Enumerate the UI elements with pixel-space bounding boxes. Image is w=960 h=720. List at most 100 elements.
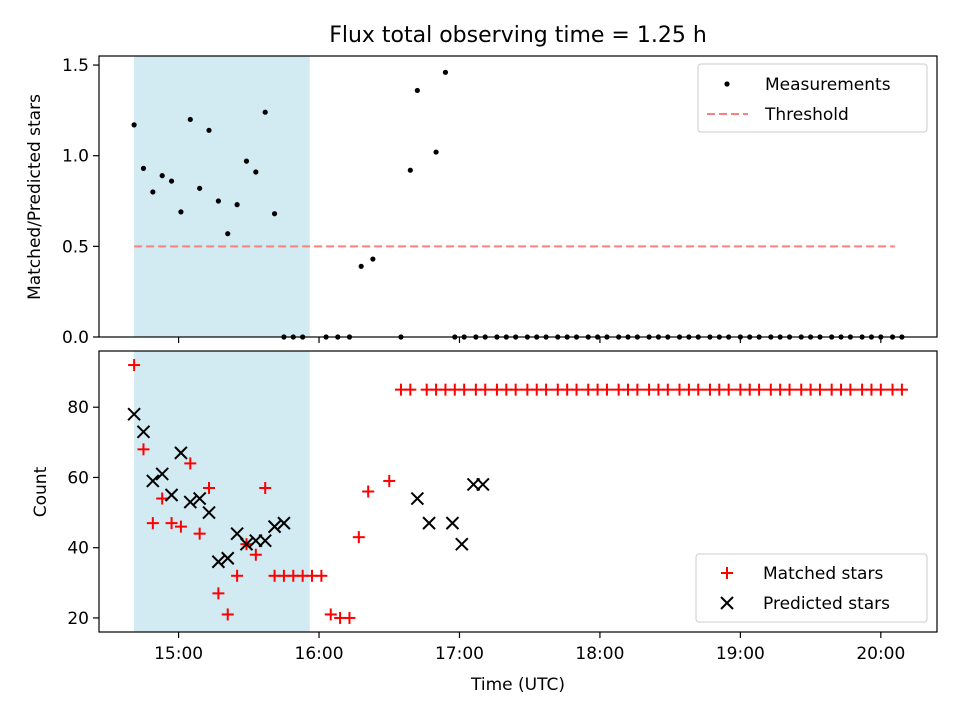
matched-star-marker <box>231 569 244 582</box>
ratio-y-tick-label: 1.0 <box>62 147 89 167</box>
matched-star-marker <box>352 531 365 544</box>
predicted-star-marker <box>183 495 197 509</box>
measurement-point <box>243 158 250 164</box>
measurement-point <box>168 178 175 184</box>
legend-measurements-label: Measurements <box>765 75 891 95</box>
ratio-y-tick-label: 0.5 <box>62 237 89 257</box>
matched-star-marker <box>692 383 705 396</box>
measurement-point <box>407 167 413 173</box>
legend-matched-label: Matched stars <box>763 564 883 584</box>
matched-star-marker <box>813 383 826 396</box>
measurement-point <box>433 149 439 155</box>
matched-star-marker <box>174 520 187 533</box>
x-tick-label: 15:00 <box>154 644 203 664</box>
matched-star-marker <box>783 383 796 396</box>
predicted-star-marker <box>422 516 436 530</box>
matched-star-marker <box>156 492 169 505</box>
ratio-shaded-region <box>134 56 310 337</box>
measurement-point <box>187 116 193 123</box>
matched-star-marker <box>570 383 583 396</box>
predicted-star-marker <box>211 555 226 569</box>
matched-star-marker <box>203 481 216 494</box>
matched-star-marker <box>479 383 492 396</box>
matched-star-marker <box>193 527 206 540</box>
measurement-point <box>271 211 278 217</box>
matched-star-marker <box>249 548 262 561</box>
measurement-point <box>442 69 449 75</box>
x-tick-label: 20:00 <box>856 644 905 664</box>
ratio-legend: Measurements Threshold <box>697 63 928 133</box>
count-shaded-region <box>134 351 310 632</box>
predicted-star-marker <box>277 516 291 530</box>
ratio-y-tick-label: 0.0 <box>62 328 89 348</box>
count-y-tick-label: 60 <box>67 468 89 488</box>
measurement-point <box>159 173 165 179</box>
ratio-legend-box <box>697 63 928 133</box>
measurement-point <box>178 209 184 215</box>
matched-star-marker <box>600 383 613 396</box>
matched-star-marker <box>128 359 141 372</box>
measurement-point <box>140 165 147 171</box>
legend-predicted-label: Predicted stars <box>763 594 890 614</box>
measurement-point <box>414 87 420 94</box>
count-legend-box <box>695 553 928 623</box>
matched-star-marker <box>315 569 328 582</box>
legend-threshold-label: Threshold <box>764 105 849 125</box>
predicted-star-marker <box>445 516 460 530</box>
measurement-point <box>358 263 364 269</box>
predicted-star-marker <box>221 551 235 565</box>
matched-star-marker <box>137 443 150 456</box>
measurement-point <box>131 122 137 128</box>
matched-star-marker <box>343 611 356 624</box>
legend-measurement-marker <box>724 81 730 87</box>
predicted-star-marker <box>136 425 151 439</box>
x-tick-label: 18:00 <box>575 644 624 664</box>
predicted-star-marker <box>239 537 254 551</box>
predicted-star-marker <box>155 467 169 481</box>
matched-star-marker <box>722 383 735 396</box>
x-tick-label: 16:00 <box>295 644 344 664</box>
matched-star-marker <box>540 383 553 396</box>
matched-star-marker <box>324 608 337 621</box>
predicted-star-marker <box>174 446 188 460</box>
predicted-star-marker <box>455 537 469 551</box>
count-y-tick-label: 80 <box>67 398 89 418</box>
matched-star-marker <box>383 474 396 487</box>
measurement-point <box>370 256 376 262</box>
measurement-point <box>262 109 268 115</box>
predicted-star-marker <box>192 491 207 506</box>
count-y-tick-label: 40 <box>67 539 89 559</box>
matched-star-marker <box>753 383 766 396</box>
matched-star-marker <box>146 517 159 530</box>
matched-star-marker <box>661 383 674 396</box>
count-plot-frame <box>98 350 938 633</box>
predicted-star-marker <box>164 488 179 502</box>
x-tick-label: 19:00 <box>716 644 765 664</box>
legend-matched-marker <box>721 567 733 579</box>
count-y-tick-label: 20 <box>67 609 89 629</box>
legend-predicted-marker <box>720 596 734 610</box>
predicted-star-marker <box>146 474 160 488</box>
measurement-point <box>234 202 240 208</box>
matched-star-marker <box>165 517 178 530</box>
chart-title: Flux total observing time = 1.25 h <box>329 23 707 48</box>
ratio-plot-frame <box>98 55 938 338</box>
predicted-star-marker <box>476 477 490 492</box>
ratio-y-tick-label: 1.5 <box>62 56 89 76</box>
matched-star-marker <box>844 383 857 396</box>
matched-star-marker <box>631 383 644 396</box>
ratio-panel: 0.0 0.5 1.0 1.5 Matched/Predicted stars Mea… <box>25 55 938 348</box>
measurement-point <box>225 231 231 237</box>
predicted-star-marker <box>410 491 425 506</box>
matched-star-marker <box>212 587 225 600</box>
x-axis-label: Time (UTC) <box>470 675 565 695</box>
matched-star-marker <box>362 485 375 498</box>
matched-star-marker <box>509 383 522 396</box>
matched-star-marker <box>874 383 887 396</box>
predicted-star-marker <box>127 407 141 421</box>
x-tick-label: 17:00 <box>435 644 484 664</box>
measurement-point <box>150 189 156 195</box>
measurement-point <box>253 169 259 175</box>
